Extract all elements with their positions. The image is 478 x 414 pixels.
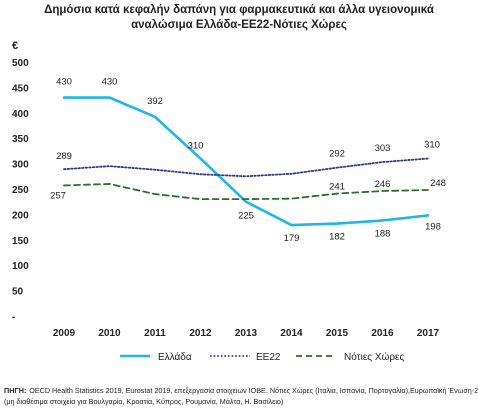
data-label: 257 xyxy=(50,190,66,201)
data-label: 188 xyxy=(375,228,391,239)
y-unit-label: € xyxy=(12,40,18,52)
source-line1: ΠΗΓΗ: OECD Health Statistics 2019, Eurost… xyxy=(4,386,478,395)
y-axis-ticks: 500 450 400 350 300 250 200 150 100 50 - xyxy=(12,58,29,323)
y-tick-label: 150 xyxy=(12,236,29,247)
y-tick-label: 50 xyxy=(12,287,24,298)
x-tick-label: 2010 xyxy=(98,328,121,339)
data-label: 430 xyxy=(102,77,118,88)
data-label: 246 xyxy=(375,179,391,190)
chart-title-line1: Δημόσια κατά κεφαλήν δαπάνη για φαρμακευ… xyxy=(44,4,434,16)
y-tick-label: 100 xyxy=(12,261,29,272)
y-tick-label: 300 xyxy=(12,160,29,171)
data-label: 182 xyxy=(329,232,345,243)
series-line xyxy=(63,157,429,178)
series-line xyxy=(63,183,429,201)
y-tick-label: 250 xyxy=(12,185,29,196)
series-lines xyxy=(62,96,430,227)
data-label: 392 xyxy=(147,96,163,107)
x-tick-label: 2012 xyxy=(189,328,212,339)
series-line xyxy=(62,96,430,227)
data-label: 289 xyxy=(56,151,72,162)
x-tick-label: 2013 xyxy=(235,328,258,339)
chart-title-line2: αναλώσιμα Ελλάδα-ΕΕ22-Νότιες Χώρες xyxy=(131,19,347,31)
x-tick-label: 2009 xyxy=(53,328,76,339)
data-label: 303 xyxy=(375,143,391,154)
data-label: 179 xyxy=(284,233,300,244)
legend-label-southern: Νότιες Χώρες xyxy=(344,351,404,363)
x-axis-ticks: 2009 2010 2011 2012 2013 2014 2015 2016 2017 xyxy=(53,328,440,339)
x-tick-label: 2017 xyxy=(417,328,440,339)
y-tick-label: - xyxy=(12,312,15,323)
data-label: 225 xyxy=(238,211,254,222)
data-label: 430 xyxy=(56,77,72,88)
y-tick-label: 350 xyxy=(12,134,29,145)
legend-label-eu22: ΕΕ22 xyxy=(256,352,281,363)
y-tick-label: 450 xyxy=(12,83,29,94)
legend: Ελλάδα ΕΕ22 Νότιες Χώρες xyxy=(120,351,404,363)
data-label: 198 xyxy=(425,221,441,232)
source-line2: (μη διαθέσιμα στοιχεία για Βουλγαρία, Κρ… xyxy=(4,397,283,406)
data-label: 310 xyxy=(424,140,440,151)
source-text1: OECD Health Statistics 2019, Eurostat 20… xyxy=(29,386,478,395)
data-labels: 430 430 392 310 225 179 182 188 198 289 292 303 310 2… xyxy=(50,77,446,245)
y-tick-label: 500 xyxy=(12,58,29,69)
x-tick-label: 2014 xyxy=(280,328,303,339)
x-tick-label: 2016 xyxy=(371,328,394,339)
x-tick-label: 2011 xyxy=(144,328,166,339)
data-label: 310 xyxy=(188,141,204,152)
data-label: 248 xyxy=(430,178,446,189)
source-label: ΠΗΓΗ: xyxy=(4,386,26,395)
x-tick-label: 2015 xyxy=(326,328,349,339)
y-tick-label: 200 xyxy=(12,210,29,221)
data-label: 292 xyxy=(329,149,345,160)
data-label: 241 xyxy=(329,182,345,193)
y-tick-label: 400 xyxy=(12,109,29,120)
legend-label-greece: Ελλάδα xyxy=(158,351,192,363)
